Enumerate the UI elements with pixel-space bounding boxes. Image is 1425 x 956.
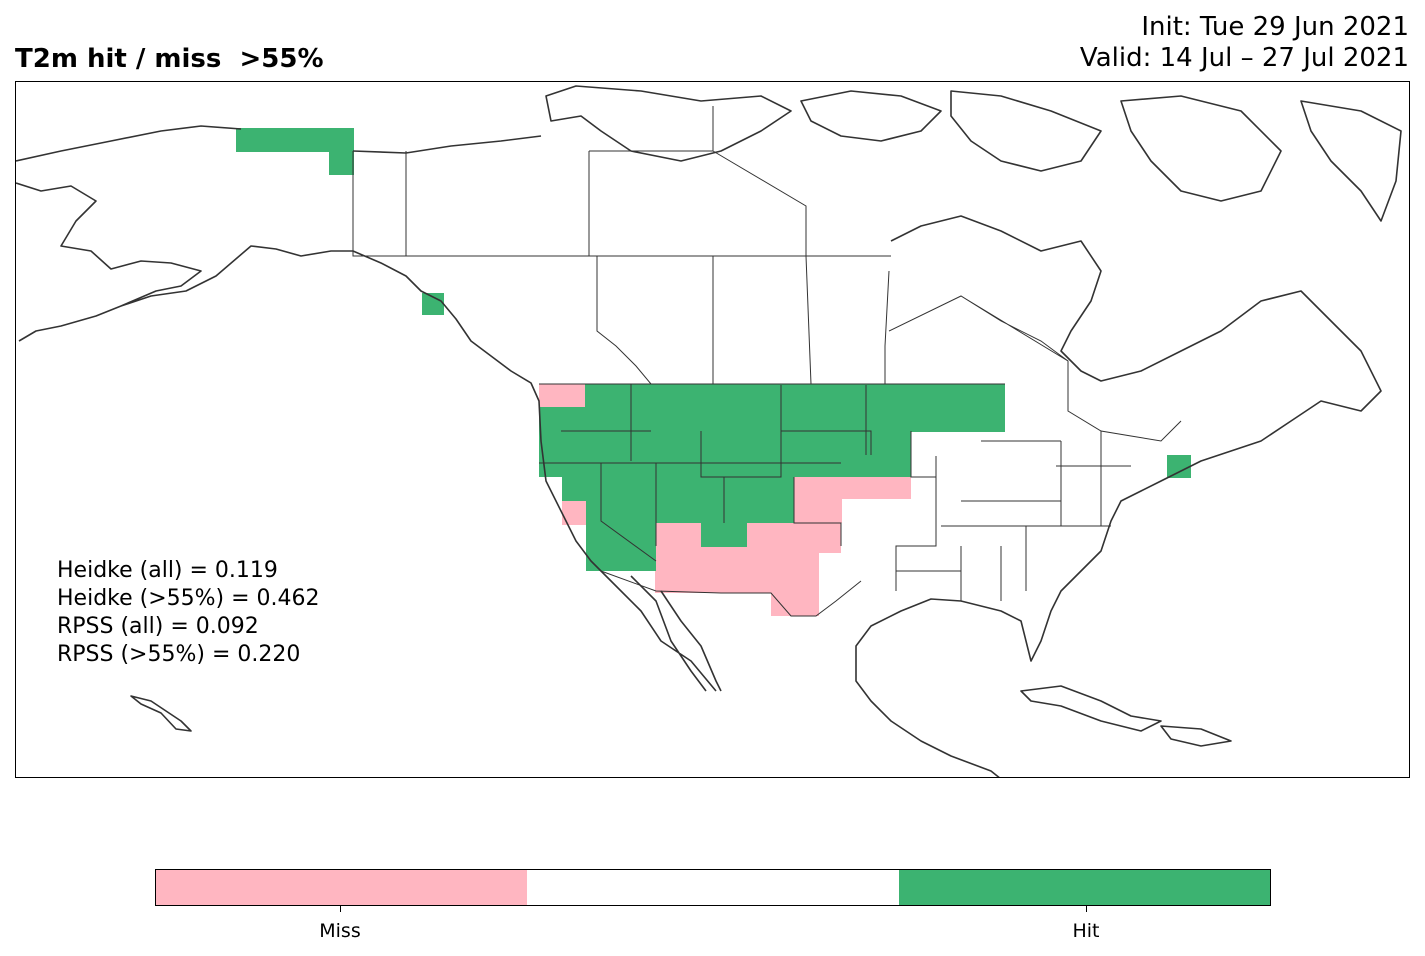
- valid-range: Valid: 14 Jul – 27 Jul 2021: [1079, 43, 1409, 73]
- map-canvas: [16, 85, 1402, 777]
- heidke-above55: Heidke (>55%) = 0.462: [57, 586, 320, 611]
- colorbar-hit-segment: [898, 870, 1270, 905]
- rpss-above55: RPSS (>55%) = 0.220: [57, 642, 301, 667]
- plot-title: T2m hit / miss >55%: [15, 44, 324, 74]
- colorbar: [155, 869, 1271, 906]
- heidke-all: Heidke (all) = 0.119: [57, 558, 278, 583]
- score-annotation: Heidke (all) = 0.119 Heidke (>55%) = 0.4…: [57, 557, 320, 669]
- colorbar-miss-segment: [156, 870, 528, 905]
- date-info: Init: Tue 29 Jun 2021 Valid: 14 Jul – 27…: [1080, 12, 1409, 74]
- coastlines: [16, 85, 1402, 777]
- rpss-all: RPSS (all) = 0.092: [57, 614, 259, 639]
- colorbar-tick-hit: [1086, 906, 1087, 912]
- hit-cells: [236, 128, 1191, 571]
- colorbar-label-miss: Miss: [319, 920, 361, 942]
- colorbar-tick-miss: [340, 906, 341, 912]
- map-panel[interactable]: [15, 81, 1410, 778]
- political-borders: [352, 106, 1182, 617]
- init-date: Init: Tue 29 Jun 2021: [1141, 12, 1409, 42]
- colorbar-neutral-segment: [527, 870, 899, 905]
- colorbar-label-hit: Hit: [1072, 920, 1100, 942]
- hit-miss-cells: [236, 128, 1191, 616]
